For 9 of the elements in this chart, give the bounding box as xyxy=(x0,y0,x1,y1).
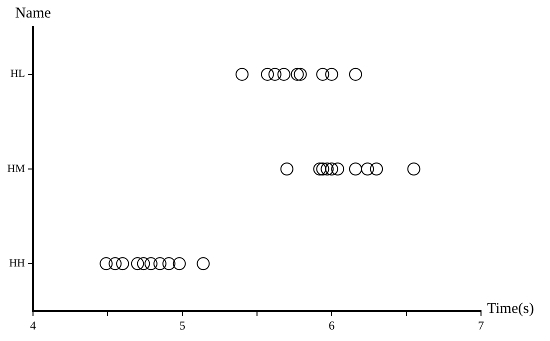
y-tick-label: HM xyxy=(7,162,26,175)
y-tick-label: HL xyxy=(10,68,26,80)
y-axis-title: Name xyxy=(15,5,52,22)
x-tick-label: 7 xyxy=(478,318,484,332)
x-tick-label: 4 xyxy=(30,318,36,332)
x-tick-label: 5 xyxy=(179,318,186,332)
x-axis-title: Time(s) xyxy=(487,300,534,317)
x-tick-label: 6 xyxy=(328,318,335,332)
y-tick-label: HH xyxy=(9,258,26,270)
